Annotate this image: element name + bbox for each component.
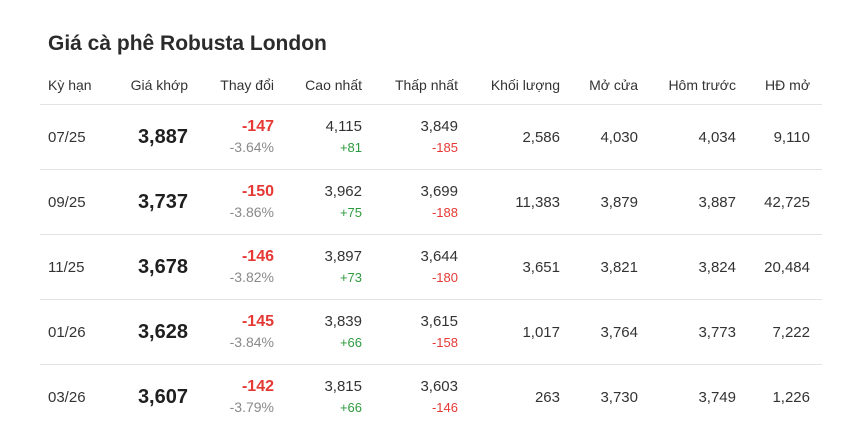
term-cell: 03/26	[48, 388, 86, 406]
high-cell: 4,115 +81	[286, 104, 374, 170]
high-diff: +73	[339, 270, 362, 285]
column-header-low: Thấp nhất	[374, 66, 470, 105]
match-price: 3,607	[137, 385, 188, 408]
previous-cell: 3,773	[650, 299, 748, 365]
term-cell: 11/25	[40, 234, 112, 300]
column-header-term: Kỳ hạn	[40, 66, 112, 105]
high-cell: 3,897 +73	[286, 234, 374, 300]
column-header-previous: Hôm trước	[650, 66, 748, 105]
open-cell: 4,030	[572, 104, 650, 170]
low-value: 3,615	[420, 313, 458, 330]
high-cell: 3,839 +66	[286, 299, 374, 365]
change-percent: -3.82%	[229, 269, 274, 285]
price-cell: 3,737	[112, 169, 200, 235]
volume-cell: 2,586	[470, 104, 572, 170]
low-cell: 3,615 -158	[374, 299, 470, 365]
change-percent: -3.64%	[229, 139, 274, 155]
high-value: 3,815	[324, 378, 362, 395]
low-cell: 3,699 -188	[374, 169, 470, 235]
high-cell: 3,962 +75	[286, 169, 374, 235]
price-cell: 3,607	[112, 365, 200, 427]
high-diff: +81	[339, 140, 362, 155]
table-row: 03/26 3,607 -142 -3.79% 3,815 +66 3,603 …	[40, 365, 822, 427]
open-interest-cell: 9,110	[748, 104, 822, 170]
change-percent: -3.86%	[229, 204, 274, 220]
change-percent: -3.79%	[229, 399, 274, 415]
table-row: 09/25 3,737 -150 -3.86% 3,962 +75 3,699 …	[40, 169, 822, 235]
change-cell: -150 -3.86%	[200, 169, 286, 235]
change-cell: -146 -3.82%	[200, 234, 286, 300]
open-cell: 3,879	[572, 169, 650, 235]
column-header-open-interest: HĐ mở	[748, 66, 822, 105]
high-value: 3,839	[324, 313, 362, 330]
low-diff: -185	[431, 140, 458, 155]
low-cell: 3,644 -180	[374, 234, 470, 300]
volume-cell: 11,383	[470, 169, 572, 235]
match-price: 3,628	[137, 320, 188, 343]
change-cell: -145 -3.84%	[200, 299, 286, 365]
previous-cell: 3,824	[650, 234, 748, 300]
low-cell: 3,603 -146	[374, 365, 470, 427]
open-interest-cell: 20,484	[748, 234, 822, 300]
price-table: Kỳ hạn Giá khớp Thay đổi Cao nhất Thấp n…	[40, 66, 822, 427]
high-diff: +75	[339, 205, 362, 220]
low-value: 3,644	[420, 248, 458, 265]
high-value: 3,897	[324, 248, 362, 265]
match-price: 3,737	[137, 190, 188, 213]
low-diff: -188	[431, 205, 458, 220]
low-diff: -158	[431, 335, 458, 350]
low-value: 3,603	[420, 378, 458, 395]
page-title: Giá cà phê Robusta London	[48, 32, 327, 55]
term-cell: 09/25	[40, 169, 112, 235]
low-diff: -146	[431, 400, 458, 415]
table-row: 11/25 3,678 -146 -3.82% 3,897 +73 3,644 …	[40, 234, 822, 300]
term-cell: 07/25	[40, 104, 112, 170]
column-header-open: Mở cửa	[572, 66, 650, 105]
volume-cell: 263	[534, 388, 560, 406]
high-cell: 3,815 +66	[286, 365, 374, 427]
change-percent: -3.84%	[229, 334, 274, 350]
column-header-change: Thay đổi	[200, 66, 286, 105]
high-diff: +66	[339, 400, 362, 415]
previous-cell: 3,749	[698, 388, 736, 406]
change-cell: -142 -3.79%	[200, 365, 286, 427]
low-diff: -180	[431, 270, 458, 285]
low-cell: 3,849 -185	[374, 104, 470, 170]
change-value: -147	[241, 118, 274, 135]
volume-cell: 3,651	[470, 234, 572, 300]
open-cell: 3,821	[572, 234, 650, 300]
price-cell: 3,887	[112, 104, 200, 170]
previous-cell: 4,034	[650, 104, 748, 170]
change-value: -150	[241, 183, 274, 200]
open-cell: 3,730	[600, 388, 638, 406]
low-value: 3,699	[420, 183, 458, 200]
change-cell: -147 -3.64%	[200, 104, 286, 170]
high-value: 4,115	[325, 118, 362, 135]
open-interest-cell: 7,222	[748, 299, 822, 365]
table-row: 01/26 3,628 -145 -3.84% 3,839 +66 3,615 …	[40, 299, 822, 365]
match-price: 3,887	[137, 125, 188, 148]
volume-cell: 1,017	[470, 299, 572, 365]
change-value: -146	[241, 248, 274, 265]
open-interest-cell: 42,725	[748, 169, 822, 235]
column-header-price: Giá khớp	[112, 66, 200, 105]
change-value: -142	[241, 378, 274, 395]
open-interest-cell: 1,226	[772, 388, 810, 406]
table-header-row: Kỳ hạn Giá khớp Thay đổi Cao nhất Thấp n…	[40, 66, 822, 105]
price-cell: 3,628	[112, 299, 200, 365]
high-diff: +66	[339, 335, 362, 350]
change-value: -145	[241, 313, 274, 330]
high-value: 3,962	[324, 183, 362, 200]
column-header-volume: Khối lượng	[470, 66, 572, 105]
price-cell: 3,678	[112, 234, 200, 300]
term-cell: 01/26	[40, 299, 112, 365]
table-row: 07/25 3,887 -147 -3.64% 4,115 +81 3,849 …	[40, 104, 822, 170]
previous-cell: 3,887	[650, 169, 748, 235]
column-header-high: Cao nhất	[286, 66, 374, 105]
match-price: 3,678	[137, 255, 188, 278]
low-value: 3,849	[420, 118, 458, 135]
open-cell: 3,764	[572, 299, 650, 365]
